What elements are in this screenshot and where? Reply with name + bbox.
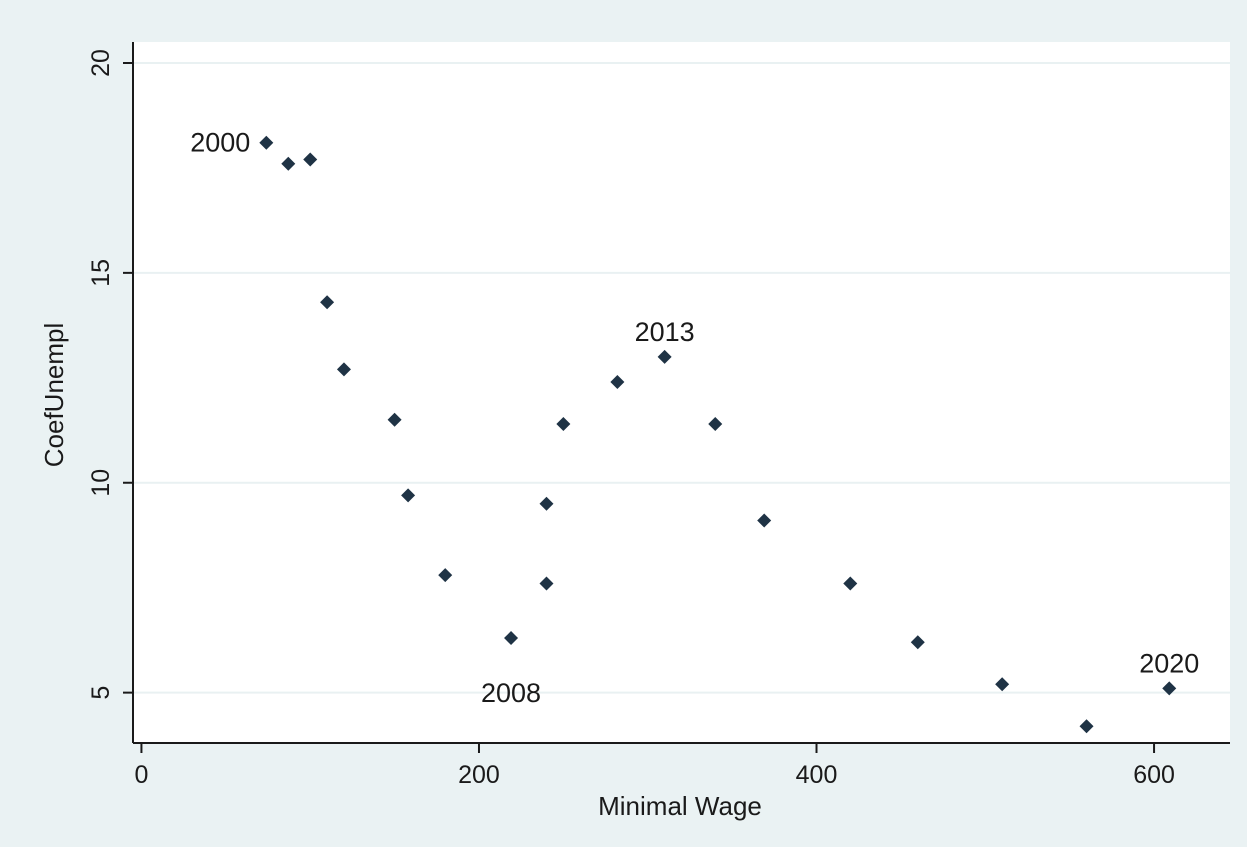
data-point — [843, 576, 858, 591]
data-points — [259, 135, 1177, 734]
data-point — [281, 156, 296, 171]
point-label: 2000 — [190, 128, 250, 158]
data-point — [303, 152, 318, 167]
x-tick-label: 200 — [458, 761, 500, 789]
point-labels: 2000 2008 2013 2020 — [190, 128, 1199, 708]
data-point — [995, 677, 1010, 692]
data-point — [910, 635, 925, 650]
x-tick-label: 600 — [1133, 761, 1175, 789]
x-tick-label: 400 — [796, 761, 838, 789]
y-tick-label: 15 — [87, 259, 115, 287]
data-point — [438, 568, 453, 583]
x-tick-label: 0 — [134, 761, 148, 789]
data-point — [1079, 719, 1094, 734]
data-point — [259, 135, 274, 150]
data-point — [610, 375, 625, 390]
x-axis-title: Minimal Wage — [598, 791, 762, 821]
data-point — [539, 496, 554, 511]
data-point — [757, 513, 772, 528]
y-axis-title: CoefUnempl — [39, 323, 69, 468]
point-label: 2020 — [1139, 648, 1199, 678]
data-point — [1162, 681, 1177, 696]
data-point — [539, 576, 554, 591]
data-point — [336, 362, 351, 377]
data-point — [387, 412, 402, 427]
y-tick-label: 20 — [87, 49, 115, 77]
y-tick-label: 10 — [87, 469, 115, 497]
point-label: 2008 — [481, 678, 541, 708]
y-tick-label: 5 — [87, 686, 115, 700]
data-point — [320, 295, 335, 310]
data-point — [657, 349, 672, 364]
gridlines — [133, 61, 1230, 694]
data-point — [708, 416, 723, 431]
data-point — [556, 416, 571, 431]
data-point — [504, 631, 519, 646]
plot-area — [133, 42, 1230, 743]
data-point — [401, 488, 416, 503]
point-label: 2013 — [635, 317, 695, 347]
